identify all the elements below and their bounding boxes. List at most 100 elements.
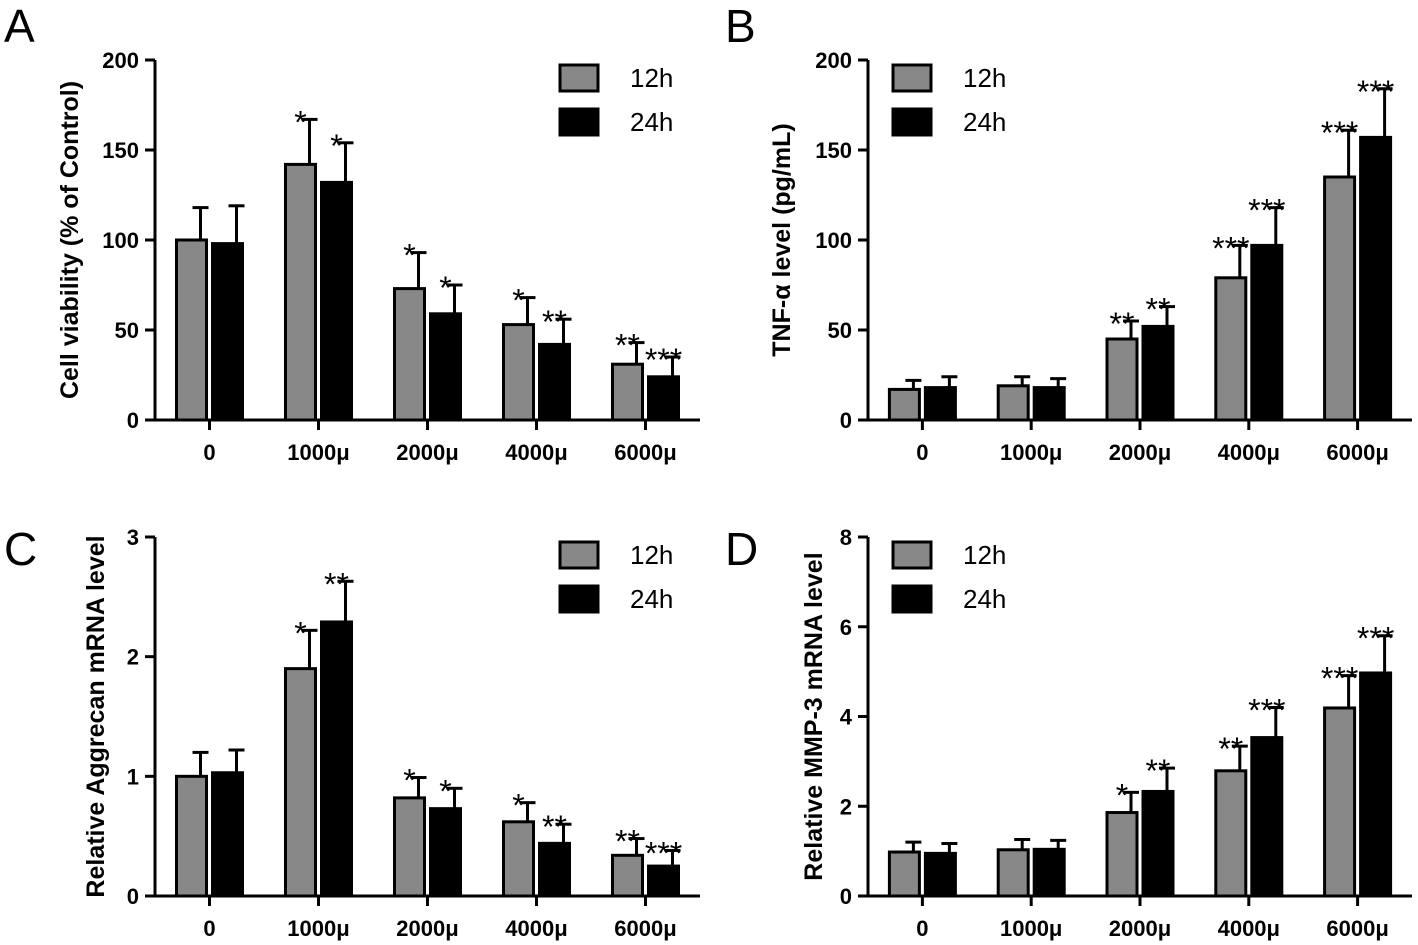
bar xyxy=(320,620,353,898)
bar xyxy=(320,180,353,422)
legend-label: 12h xyxy=(630,540,673,570)
significance-label: * xyxy=(403,763,415,799)
significance-label: * xyxy=(439,270,451,306)
y-tick-label: 2 xyxy=(840,794,852,819)
x-tick-label: 1000μ xyxy=(1000,440,1062,465)
legend-swatch xyxy=(891,540,933,570)
significance-label: * xyxy=(403,238,415,274)
x-tick-label: 6000μ xyxy=(1326,440,1388,465)
bar xyxy=(1105,337,1139,422)
y-tick-label: 6 xyxy=(840,615,852,640)
y-tick-label: 4 xyxy=(840,705,853,730)
significance-label: ** xyxy=(1110,306,1135,342)
bar xyxy=(211,242,244,422)
bar xyxy=(502,820,535,898)
chart-a: 0 50 100 150 200 Cell viability (% of Control… xyxy=(56,48,700,465)
y-tick-label: 1 xyxy=(127,764,139,789)
x-tick-label: 1000μ xyxy=(287,916,349,941)
legend-label: 12h xyxy=(963,540,1006,570)
significance-label: *** xyxy=(1357,621,1394,657)
y-tick-label: 150 xyxy=(102,138,139,163)
bar xyxy=(996,384,1030,422)
bar xyxy=(1032,386,1066,422)
significance-label: ** xyxy=(615,328,640,364)
bar xyxy=(429,807,462,898)
bar xyxy=(647,864,680,898)
bar xyxy=(1141,789,1175,898)
y-tick-label: 2 xyxy=(127,645,139,670)
y-tick-label: 0 xyxy=(840,408,852,433)
y-tick-label: 200 xyxy=(102,48,139,73)
x-tick-label: 4000μ xyxy=(505,916,567,941)
y-axis-title: TNF-α level (pg/mL) xyxy=(768,123,796,356)
panel-letter-d: D xyxy=(725,523,758,575)
y-tick-label: 0 xyxy=(127,884,139,909)
x-tick-label: 2000μ xyxy=(396,916,458,941)
y-tick-label: 100 xyxy=(815,228,852,253)
bar xyxy=(502,323,535,422)
bar xyxy=(393,287,426,422)
bar xyxy=(1214,769,1248,898)
x-tick-label: 2000μ xyxy=(396,440,458,465)
legend-swatch xyxy=(891,107,933,137)
legend-swatch xyxy=(891,63,933,93)
bar xyxy=(611,362,644,422)
y-tick-label: 200 xyxy=(815,48,852,73)
bar xyxy=(611,853,644,898)
bar xyxy=(1141,324,1175,422)
y-axis-title: Relative Aggrecan mRNA level xyxy=(82,535,110,897)
panel-letter-a: A xyxy=(4,0,35,52)
significance-label: * xyxy=(439,773,451,809)
significance-label: ** xyxy=(615,824,640,860)
significance-label: ** xyxy=(542,304,567,340)
significance-label: *** xyxy=(1212,230,1249,266)
significance-label: ** xyxy=(542,809,567,845)
bar xyxy=(1323,175,1357,422)
significance-label: *** xyxy=(1357,74,1394,110)
significance-label: * xyxy=(512,788,524,824)
x-tick-label: 0 xyxy=(916,440,928,465)
bar xyxy=(538,841,571,898)
legend-swatch xyxy=(558,107,600,137)
panel-letter-b: B xyxy=(725,0,756,52)
significance-label: *** xyxy=(1248,693,1285,729)
significance-label: * xyxy=(512,283,524,319)
bar xyxy=(1323,706,1357,898)
y-axis-title: Relative MMP-3 mRNA level xyxy=(800,552,828,880)
legend-label: 24h xyxy=(963,107,1006,137)
significance-label: * xyxy=(330,128,342,164)
significance-label: ** xyxy=(324,566,349,602)
x-tick-label: 6000μ xyxy=(1326,916,1388,941)
x-tick-label: 2000μ xyxy=(1109,440,1171,465)
significance-label: * xyxy=(294,104,306,140)
significance-label: *** xyxy=(1321,661,1358,697)
legend-swatch xyxy=(558,63,600,93)
bar xyxy=(923,851,957,898)
y-tick-label: 0 xyxy=(127,408,139,433)
significance-label: ** xyxy=(1146,753,1171,789)
y-tick-label: 3 xyxy=(127,525,139,550)
legend-label: 24h xyxy=(630,584,673,614)
significance-label: *** xyxy=(1321,115,1358,151)
y-tick-label: 50 xyxy=(115,318,139,343)
significance-label: * xyxy=(294,615,306,651)
significance-label: *** xyxy=(645,836,682,872)
bar xyxy=(429,312,462,422)
bar xyxy=(1359,671,1393,898)
legend-label: 12h xyxy=(963,63,1006,93)
bar xyxy=(1250,243,1284,422)
x-tick-label: 1000μ xyxy=(1000,916,1062,941)
bar xyxy=(211,771,244,898)
significance-label: ** xyxy=(1146,292,1171,328)
bar xyxy=(1105,811,1139,898)
bar xyxy=(538,342,571,422)
x-tick-label: 0 xyxy=(203,440,215,465)
significance-label: *** xyxy=(1248,193,1285,229)
bar xyxy=(175,238,208,422)
chart-d: 0 2 4 6 8 Relative MMP-3 mRNA level 0 1000μ 2000… xyxy=(800,525,1412,941)
y-tick-label: 100 xyxy=(102,228,139,253)
bar xyxy=(887,387,921,422)
bar xyxy=(1032,847,1066,898)
